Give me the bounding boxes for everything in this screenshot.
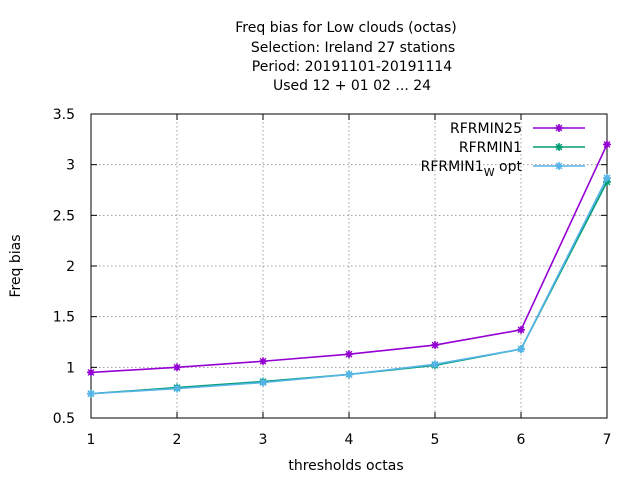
y-tick-label: 1 <box>66 360 75 376</box>
y-tick-label: 3.5 <box>53 107 75 123</box>
y-tick-labels: 0.5 1 1.5 2 2.5 3 3.5 <box>53 107 75 427</box>
x-tick-label: 7 <box>603 432 612 448</box>
x-tick-label: 2 <box>173 432 182 448</box>
data-point-s1-6 <box>517 325 525 334</box>
axis-ticks <box>90 113 608 419</box>
data-point-s1-3 <box>259 357 267 366</box>
data-point-s3-1 <box>87 389 95 398</box>
title-line-3: Period: 20191101-20191114 <box>252 59 452 75</box>
data-point-s3-3 <box>259 378 267 387</box>
legend: RFRMIN25 RFRMIN1 RFRMIN1W opt <box>421 121 585 179</box>
data-point-s3-7 <box>603 173 611 182</box>
y-tick-label: 2 <box>66 259 75 275</box>
legend-label: RFRMIN25 <box>450 121 522 137</box>
y-tick-label: 1.5 <box>53 310 75 326</box>
data-point-s1-2 <box>173 363 181 372</box>
y-tick-label: 2.5 <box>53 208 75 224</box>
y-axis-label: Freq bias <box>8 234 24 297</box>
x-tick-labels: 1 2 3 4 5 6 7 <box>87 432 612 448</box>
x-tick-label: 5 <box>431 432 440 448</box>
x-axis-label: thresholds octas <box>288 458 403 474</box>
chart-title: Freq bias for Low clouds (octas) Selecti… <box>235 20 456 94</box>
x-tick-label: 1 <box>87 432 96 448</box>
series-line-2 <box>90 181 608 395</box>
y-tick-label: 3 <box>66 158 75 174</box>
y-tick-label: 0.5 <box>53 411 75 427</box>
title-line-2: Selection: Ireland 27 stations <box>251 40 455 56</box>
legend-label: RFRMIN1W opt <box>421 159 523 179</box>
legend-item-1: RFRMIN25 <box>450 121 585 137</box>
data-point-s1-5 <box>431 341 439 350</box>
data-point-s3-4 <box>345 370 353 379</box>
data-point-s3-5 <box>431 360 439 369</box>
legend-marker <box>555 143 563 151</box>
data-point-s1-1 <box>87 368 95 377</box>
x-tick-label: 6 <box>517 432 526 448</box>
title-line-1: Freq bias for Low clouds (octas) <box>235 20 456 36</box>
legend-marker <box>555 124 563 132</box>
data-point-s1-7 <box>603 140 611 149</box>
x-tick-label: 3 <box>259 432 268 448</box>
data-point-s1-4 <box>345 350 353 359</box>
title-line-4: Used 12 + 01 02 ... 24 <box>273 78 431 94</box>
legend-marker <box>555 162 563 170</box>
series-group <box>87 140 611 398</box>
data-point-s3-6 <box>517 345 525 354</box>
legend-item-2: RFRMIN1 <box>459 140 585 156</box>
legend-item-3: RFRMIN1W opt <box>421 159 585 179</box>
x-tick-label: 4 <box>345 432 354 448</box>
legend-label: RFRMIN1 <box>459 140 522 156</box>
data-point-s3-2 <box>173 384 181 393</box>
